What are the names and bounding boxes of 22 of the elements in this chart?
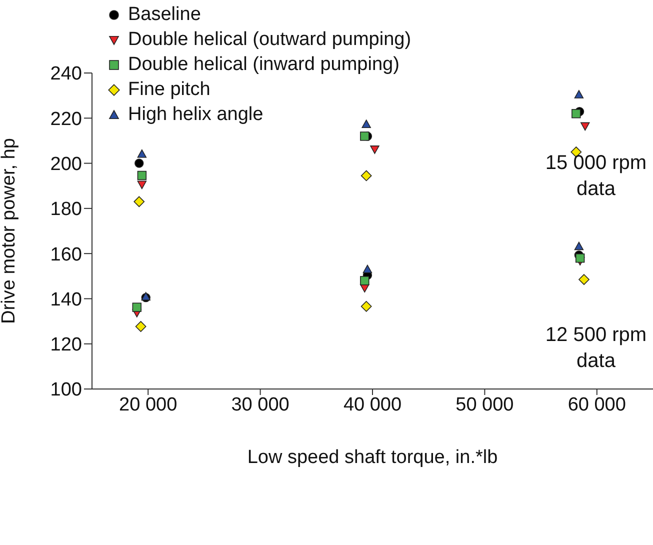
x-tick-label: 40 000 bbox=[343, 394, 402, 416]
annotation: 12 500 rpm data bbox=[544, 323, 648, 374]
y-tick-label: 160 bbox=[50, 244, 82, 266]
legend-label: High helix angle bbox=[128, 103, 264, 127]
y-axis-title: Drive motor power, hp bbox=[0, 138, 20, 324]
y-tick-label: 180 bbox=[50, 199, 82, 220]
y-tick-label: 240 bbox=[50, 64, 82, 85]
y-tick-label: 140 bbox=[50, 289, 82, 310]
x-axis-title: Low speed shaft torque, in.*lb bbox=[247, 447, 498, 468]
x-tick-label: 20 000 bbox=[119, 394, 178, 416]
x-tick-label: 30 000 bbox=[231, 394, 290, 416]
legend-label: Baseline bbox=[128, 3, 201, 27]
x-tick-label: 50 000 bbox=[456, 394, 514, 416]
y-tick-label: 120 bbox=[50, 334, 82, 356]
legend-label: Double helical (outward pumping) bbox=[128, 28, 412, 52]
annotation: 15 000 rpm data bbox=[544, 151, 648, 202]
x-tick-label: 60 000 bbox=[568, 394, 626, 416]
legend-label: Double helical (inward pumping) bbox=[128, 53, 400, 77]
y-tick-label: 100 bbox=[50, 380, 82, 401]
y-tick-label: 220 bbox=[50, 108, 82, 130]
legend-label: Fine pitch bbox=[128, 78, 210, 102]
y-tick-label: 200 bbox=[50, 154, 82, 176]
